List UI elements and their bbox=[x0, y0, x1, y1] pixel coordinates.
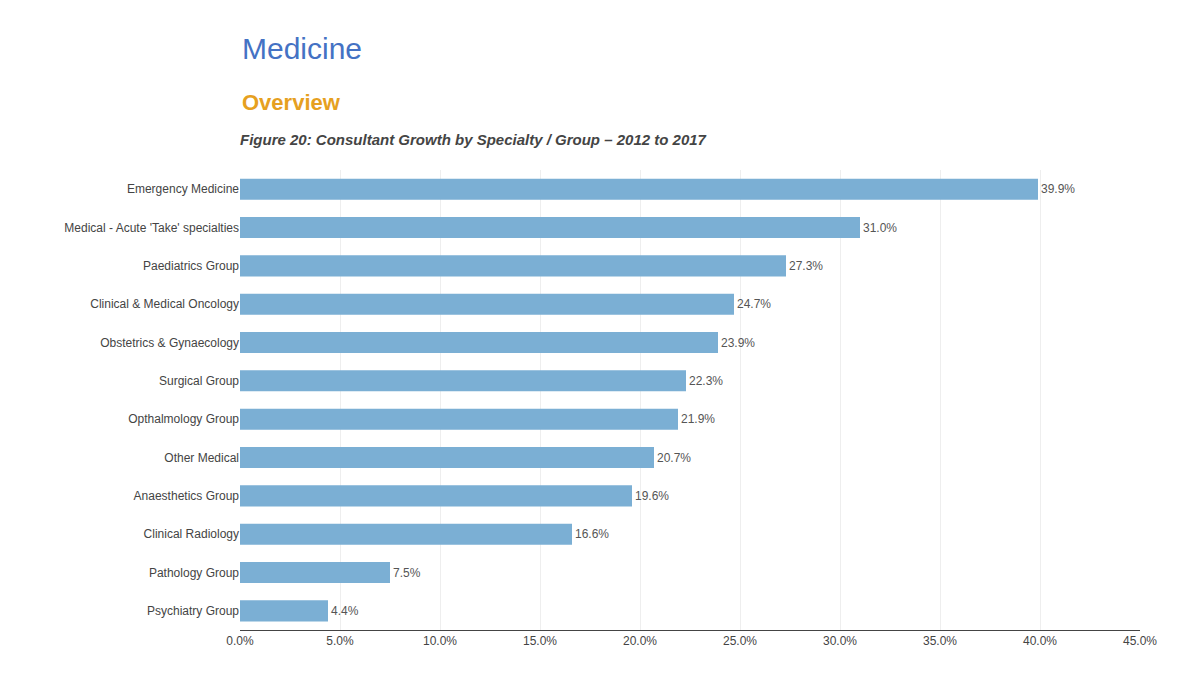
svg-text:Overview: Overview bbox=[242, 90, 341, 115]
svg-text:15.0%: 15.0% bbox=[523, 634, 557, 648]
svg-text:25.0%: 25.0% bbox=[723, 634, 757, 648]
svg-text:40.0%: 40.0% bbox=[1023, 634, 1057, 648]
svg-text:Clinical & Medical Oncology: Clinical & Medical Oncology bbox=[90, 297, 239, 311]
svg-text:10.0%: 10.0% bbox=[423, 634, 457, 648]
svg-text:Figure 20: Consultant Growth b: Figure 20: Consultant Growth by Specialt… bbox=[240, 131, 707, 148]
svg-text:20.0%: 20.0% bbox=[623, 634, 657, 648]
svg-text:Other Medical: Other Medical bbox=[164, 451, 239, 465]
svg-text:Psychiatry Group: Psychiatry Group bbox=[147, 604, 239, 618]
svg-text:Opthalmology Group: Opthalmology Group bbox=[128, 412, 239, 426]
svg-text:19.6%: 19.6% bbox=[635, 489, 669, 503]
svg-text:Anaesthetics Group: Anaesthetics Group bbox=[134, 489, 240, 503]
svg-text:20.7%: 20.7% bbox=[657, 451, 691, 465]
svg-text:Surgical Group: Surgical Group bbox=[159, 374, 239, 388]
svg-text:Medical - Acute 'Take' special: Medical - Acute 'Take' specialties bbox=[64, 221, 239, 235]
svg-text:Obstetrics & Gynaecology: Obstetrics & Gynaecology bbox=[100, 336, 239, 350]
svg-text:Medicine: Medicine bbox=[242, 32, 362, 65]
svg-text:27.3%: 27.3% bbox=[789, 259, 823, 273]
svg-text:24.7%: 24.7% bbox=[737, 297, 771, 311]
svg-text:23.9%: 23.9% bbox=[721, 336, 755, 350]
svg-text:35.0%: 35.0% bbox=[923, 634, 957, 648]
svg-text:16.6%: 16.6% bbox=[575, 527, 609, 541]
svg-text:31.0%: 31.0% bbox=[863, 221, 897, 235]
svg-text:4.4%: 4.4% bbox=[331, 604, 359, 618]
svg-text:30.0%: 30.0% bbox=[823, 634, 857, 648]
svg-text:Emergency Medicine: Emergency Medicine bbox=[127, 182, 239, 196]
svg-text:39.9%: 39.9% bbox=[1041, 182, 1075, 196]
svg-text:21.9%: 21.9% bbox=[681, 412, 715, 426]
svg-text:5.0%: 5.0% bbox=[326, 634, 354, 648]
svg-text:Paediatrics Group: Paediatrics Group bbox=[143, 259, 239, 273]
svg-text:45.0%: 45.0% bbox=[1123, 634, 1157, 648]
svg-text:Pathology Group: Pathology Group bbox=[149, 566, 239, 580]
svg-text:Clinical Radiology: Clinical Radiology bbox=[144, 527, 239, 541]
svg-text:0.0%: 0.0% bbox=[226, 634, 254, 648]
svg-text:7.5%: 7.5% bbox=[393, 566, 421, 580]
svg-text:22.3%: 22.3% bbox=[689, 374, 723, 388]
